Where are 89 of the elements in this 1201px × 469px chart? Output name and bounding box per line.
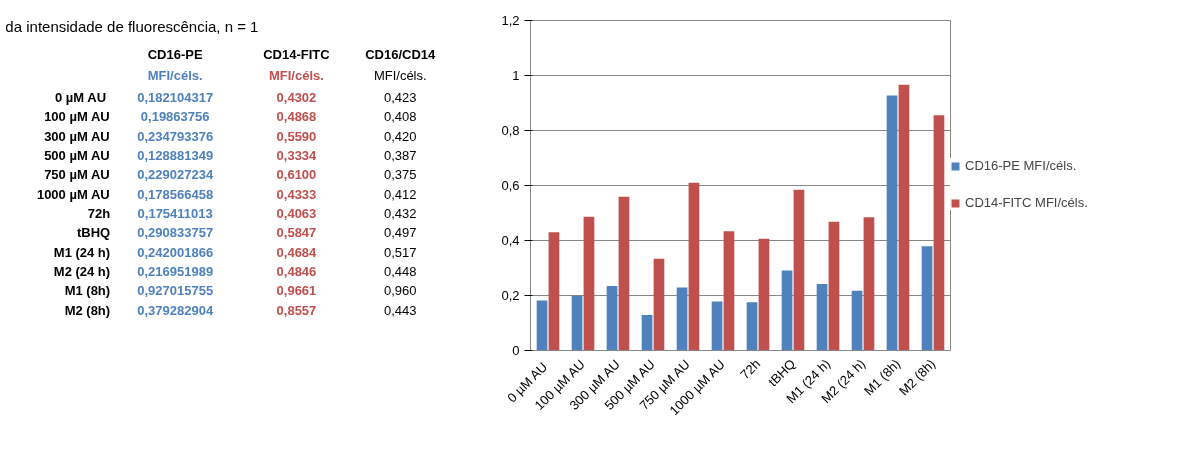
text: 0,234793376: [137, 128, 214, 144]
category-label: 300 µM AU: [44, 128, 110, 144]
bar: [898, 84, 910, 351]
bar: [618, 196, 630, 351]
text: 0,9661: [276, 283, 317, 299]
y-tick-label: 0,4: [501, 233, 520, 248]
y-tick-label: 0,8: [501, 123, 520, 138]
y-tick-label: 1,2: [501, 13, 520, 28]
text: da intensidade de fluorescência, n = 1: [5, 18, 259, 36]
bar: [653, 258, 665, 351]
text: 0,290833757: [137, 225, 214, 241]
bar: [583, 216, 595, 351]
text: 0,927015755: [137, 283, 214, 299]
text: 0,408: [384, 109, 417, 125]
text: 0,3334: [276, 148, 318, 164]
bar: [851, 290, 863, 351]
bar: [746, 302, 758, 351]
text: 0,128881349: [137, 148, 214, 164]
category-label: 0 µM AU: [54, 90, 107, 106]
category-label: 1000 µM AU: [36, 186, 110, 202]
bar: [606, 285, 618, 351]
text: 0,6100: [276, 167, 317, 183]
bar: [933, 115, 945, 351]
text: 0,420: [384, 128, 417, 144]
text: 0,4063: [276, 206, 317, 222]
text: 0,432: [384, 206, 417, 222]
y-tick-label: 0,2: [501, 288, 520, 303]
y-tick-label: 0: [512, 343, 520, 358]
text: MFI/céls.: [268, 67, 324, 83]
bar: [781, 270, 793, 351]
bar: [793, 189, 805, 351]
category-label: M1 (24 h): [53, 244, 111, 260]
text: 0,175411013: [137, 206, 213, 222]
text: 0,229027234: [137, 167, 214, 183]
bar: [921, 246, 933, 351]
text: 0,242001866: [137, 244, 214, 260]
bar: [688, 182, 700, 351]
category-label: 100 µM AU: [44, 109, 110, 125]
text: 0,5590: [276, 128, 317, 144]
legend-label: CD16-PE MFI/céls.: [965, 158, 1077, 173]
text: CD14-FITC: [263, 47, 331, 63]
text: 0,375: [384, 167, 417, 183]
bar: [711, 301, 723, 351]
text: 0,182104317: [137, 90, 214, 106]
category-label: M2 (8h): [64, 302, 111, 318]
bar: [886, 95, 898, 351]
text: 0,4302: [276, 90, 317, 106]
bar: [641, 315, 653, 351]
text: 0,4846: [276, 264, 317, 280]
x-tick-label: 72h: [737, 356, 764, 383]
text: 0,412: [384, 186, 417, 202]
bar: [548, 232, 560, 351]
text: 0,448: [384, 264, 417, 280]
y-tick-label: 0,6: [501, 178, 520, 193]
text: 0,8557: [276, 302, 317, 318]
y-tick-label: 1: [512, 68, 520, 83]
text: 0,216951989: [137, 264, 214, 280]
category-label: 750 µM AU: [44, 167, 110, 183]
text: 0,387: [384, 148, 417, 164]
text: 0,4868: [276, 109, 317, 125]
bar: [816, 283, 828, 351]
text: 0,379282904: [137, 302, 214, 318]
text: CD16/CD14: [365, 47, 437, 63]
bar: [758, 238, 770, 351]
bar: [863, 217, 875, 351]
text: MFI/céls.: [373, 67, 427, 83]
bar: [676, 287, 688, 351]
text: 0,4333: [276, 186, 317, 202]
text: 0,517: [384, 244, 417, 260]
text: 0,423: [384, 90, 417, 106]
text: 0,5847: [276, 225, 317, 241]
text: MFI/céls.: [147, 67, 203, 83]
bar: [828, 221, 840, 351]
text: 0,178566458: [137, 186, 214, 202]
text: 0,497: [384, 225, 417, 241]
category-label: 72h: [87, 206, 111, 222]
text: 0,4684: [276, 244, 318, 260]
text: 0,960: [384, 283, 417, 299]
category-label: tBHQ: [76, 225, 111, 241]
text: CD16-PE: [147, 47, 203, 63]
category-label: M2 (24 h): [53, 264, 111, 280]
category-label: 500 µM AU: [44, 148, 110, 164]
bar: [571, 295, 583, 351]
bar: [723, 231, 735, 351]
bar: [536, 300, 548, 351]
legend-label: CD14-FITC MFI/céls.: [965, 195, 1088, 210]
category-label: M1 (8h): [64, 283, 111, 299]
text: 0,19863756: [140, 109, 210, 125]
text: 0,443: [384, 302, 417, 318]
